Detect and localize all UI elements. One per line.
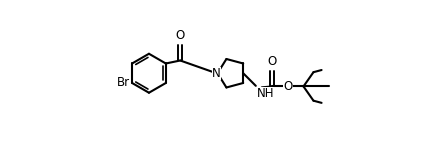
Text: N: N [212, 67, 221, 80]
Text: Br: Br [117, 77, 130, 90]
Text: O: O [283, 80, 293, 93]
Text: O: O [268, 55, 277, 68]
Text: NH: NH [256, 87, 274, 100]
Text: O: O [176, 29, 185, 42]
